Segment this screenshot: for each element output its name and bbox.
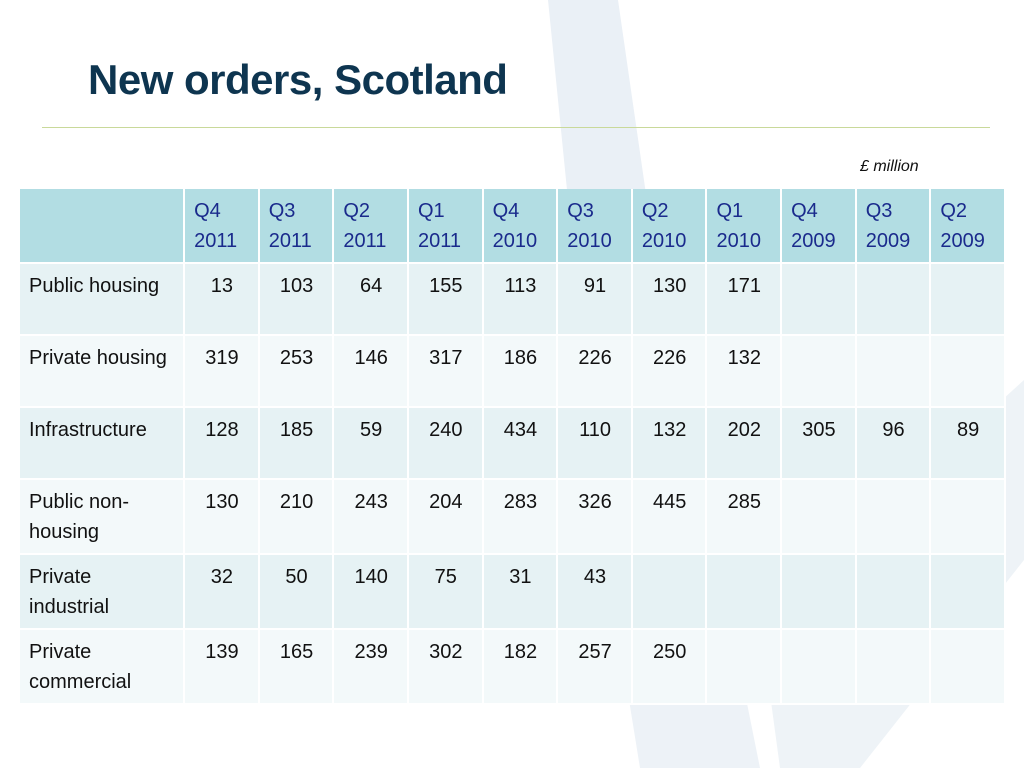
table-cell [707,555,783,630]
table-cell: 155 [408,264,484,336]
table-cell: 89 [931,408,1006,480]
table-cell [632,555,708,630]
table-cell [782,555,857,630]
table-cell [931,555,1006,630]
table-row: Private industrial 32 50 140 75 31 43 [20,555,1006,630]
table-cell [782,336,857,408]
table-cell: 185 [259,408,335,480]
table-cell: 31 [483,555,559,630]
table-cell [782,264,857,336]
slide-title: New orders, Scotland [88,56,508,103]
table-cell [707,630,783,705]
table-cell: 434 [483,408,559,480]
row-label: Private industrial [20,555,186,630]
table-cell: 253 [259,336,335,408]
table-cell: 326 [558,480,633,555]
table-cell [782,480,857,555]
table-cell: 130 [185,480,260,555]
table-cell: 226 [632,336,708,408]
table-cell [856,264,932,336]
header-corner [20,189,186,264]
table-cell: 132 [707,336,783,408]
table-cell: 32 [185,555,260,630]
table-cell: 445 [632,480,708,555]
table-cell: 13 [185,264,260,336]
column-header: Q1 2010 [707,189,783,264]
table-cell: 305 [782,408,857,480]
table-cell: 283 [483,480,559,555]
column-header: Q3 2009 [856,189,932,264]
row-label: Infrastructure [20,408,186,480]
table-cell: 75 [408,555,484,630]
column-header: Q4 2009 [782,189,857,264]
column-header: Q3 2010 [558,189,633,264]
row-label: Private commercial [20,630,186,705]
table-cell: 50 [259,555,335,630]
table-cell: 113 [483,264,559,336]
column-header: Q2 2009 [931,189,1006,264]
table-cell: 319 [185,336,260,408]
table-cell: 186 [483,336,559,408]
table-cell: 257 [558,630,633,705]
row-label: Public housing [20,264,186,336]
column-header: Q4 2011 [185,189,260,264]
table-cell: 210 [259,480,335,555]
table-cell: 302 [408,630,484,705]
row-label: Private housing [20,336,186,408]
table-cell: 226 [558,336,633,408]
table-cell: 128 [185,408,260,480]
table-cell: 243 [334,480,409,555]
table-row: Infrastructure 128 185 59 240 434 110 13… [20,408,1006,480]
table-cell: 59 [334,408,409,480]
table-cell: 182 [483,630,559,705]
table-cell [931,336,1006,408]
table-cell: 240 [408,408,484,480]
table-cell: 202 [707,408,783,480]
table-cell: 64 [334,264,409,336]
table-cell: 285 [707,480,783,555]
table-cell: 96 [856,408,932,480]
column-header: Q2 2010 [632,189,708,264]
table-cell: 43 [558,555,633,630]
table-header-row: Q4 2011 Q3 2011 Q2 2011 Q1 2011 Q4 2010 Q3 201… [20,189,1006,264]
table-row: Public non-housing 130 210 243 204 283 3… [20,480,1006,555]
table-cell: 132 [632,408,708,480]
table-cell: 171 [707,264,783,336]
table-cell: 130 [632,264,708,336]
table-cell: 140 [334,555,409,630]
new-orders-table: Q4 2011 Q3 2011 Q2 2011 Q1 2011 Q4 2010 Q3 201… [20,189,1006,705]
unit-note: £ million [860,158,919,175]
table-cell: 239 [334,630,409,705]
column-header: Q2 2011 [334,189,409,264]
table-row: Public housing 13 103 64 155 113 91 130 … [20,264,1006,336]
table-cell [856,480,932,555]
table-cell: 110 [558,408,633,480]
table-cell [931,264,1006,336]
title-divider [42,127,990,128]
table-row: Private commercial 139 165 239 302 182 2… [20,630,1006,705]
table-cell: 91 [558,264,633,336]
table-cell: 146 [334,336,409,408]
column-header: Q3 2011 [259,189,335,264]
table-cell: 204 [408,480,484,555]
column-header: Q1 2011 [408,189,484,264]
table-cell [856,555,932,630]
table-cell [856,630,932,705]
table-cell: 139 [185,630,260,705]
table-row: Private housing 319 253 146 317 186 226 … [20,336,1006,408]
table-cell: 165 [259,630,335,705]
table-cell: 103 [259,264,335,336]
table-cell: 317 [408,336,484,408]
column-header: Q4 2010 [483,189,559,264]
table-cell [931,480,1006,555]
table-cell [856,336,932,408]
row-label: Public non-housing [20,480,186,555]
table-cell [782,630,857,705]
table-cell [931,630,1006,705]
table-cell: 250 [632,630,708,705]
